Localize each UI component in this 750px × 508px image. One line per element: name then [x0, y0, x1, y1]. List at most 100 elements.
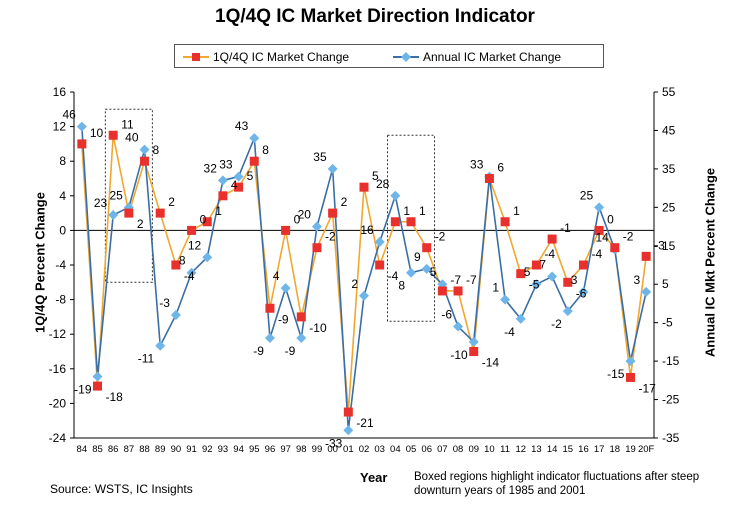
quarterly-data-label: 11 [121, 117, 134, 131]
annual-point [327, 163, 338, 174]
y-left-tick-label: 12 [53, 120, 67, 134]
quarterly-data-label: -4 [591, 247, 602, 261]
quarterly-point [563, 277, 573, 287]
annual-point [562, 306, 573, 317]
quarterly-point [641, 251, 651, 261]
quarterly-point [265, 303, 275, 313]
quarterly-point [406, 217, 416, 227]
annual-data-label: 25 [580, 188, 594, 202]
boxed-regions-note: Boxed regions highlight indicator fluctu… [414, 471, 700, 497]
quarterly-data-label: -2 [435, 230, 446, 244]
x-tick-label: 19 [625, 444, 636, 455]
x-tick-label: 89 [155, 444, 166, 455]
y-left-tick-label: 16 [53, 85, 67, 99]
y-left-tick-label: -16 [49, 362, 67, 376]
x-tick-label: 93 [218, 444, 229, 455]
x-tick-label: 18 [610, 444, 621, 455]
annual-data-label: 5 [430, 265, 437, 279]
x-tick-label: 90 [171, 444, 182, 455]
quarterly-data-label: 2 [168, 195, 175, 209]
quarterly-data-label: 2 [341, 195, 348, 209]
annual-point [139, 144, 150, 155]
annual-data-label: 2 [351, 277, 358, 291]
quarterly-point [422, 243, 432, 253]
quarterly-data-label: 1 [215, 204, 222, 218]
highlight-box [387, 134, 436, 322]
quarterly-point [578, 260, 588, 270]
series-line-annual [81, 126, 647, 431]
y-right-tick-label: 55 [662, 85, 676, 99]
x-tick-label: 13 [531, 444, 542, 455]
x-tick-label: 92 [202, 444, 213, 455]
x-tick-label: 95 [249, 444, 260, 455]
annual-point [296, 333, 307, 344]
annual-point [264, 333, 275, 344]
annual-data-label: 25 [110, 188, 124, 202]
legend-label-quarterly: 1Q/4Q IC Market Change [213, 50, 350, 64]
x-tick-label: 87 [124, 444, 135, 455]
annual-data-label: -10 [450, 348, 468, 362]
annual-data-label: 43 [235, 119, 249, 133]
annual-point [641, 286, 652, 297]
quarterly-point [140, 156, 150, 166]
annual-data-label: 20 [298, 208, 312, 222]
x-tick-label: 97 [280, 444, 291, 455]
x-tick-label: 02 [359, 444, 370, 455]
annual-point [233, 171, 244, 182]
legend-label-annual: Annual IC Market Change [423, 50, 562, 64]
quarterly-point [312, 243, 322, 253]
annual-data-label: 46 [62, 108, 76, 122]
annual-point [500, 294, 511, 305]
quarterly-data-label: -9 [278, 312, 289, 326]
y-left-tick-label: -8 [55, 293, 66, 307]
y-right-tick-label: 45 [662, 123, 676, 137]
quarterly-point [155, 208, 165, 218]
quarterly-data-label: 1 [419, 204, 426, 218]
y-left-tick-label: 8 [59, 154, 66, 168]
quarterly-point [249, 156, 259, 166]
x-tick-label: 85 [92, 444, 103, 455]
quarterly-data-label: 2 [137, 217, 144, 231]
annual-point [170, 309, 181, 320]
quarterly-data-label: -10 [309, 321, 327, 335]
quarterly-point [390, 217, 400, 227]
annual-data-label: 40 [125, 131, 139, 145]
quarterly-point [610, 243, 620, 253]
annual-data-label: -4 [504, 325, 515, 339]
annual-data-label: 35 [313, 150, 327, 164]
quarterly-point [359, 182, 369, 192]
quarterly-data-label: -4 [184, 269, 195, 283]
annual-point [374, 236, 385, 247]
quarterly-data-label: -7 [450, 273, 461, 287]
x-tick-label: 07 [437, 444, 448, 455]
quarterly-point [625, 372, 635, 382]
quarterly-point [516, 269, 526, 279]
annual-point [108, 210, 119, 221]
quarterly-data-label: -5 [529, 278, 540, 292]
legend-swatch-annual [393, 52, 419, 62]
x-tick-label: 88 [139, 444, 150, 455]
x-tick-label: 06 [421, 444, 432, 455]
quarterly-data-label: -14 [482, 356, 500, 370]
x-tick-label: 10 [484, 444, 495, 455]
quarterly-data-label: -3 [654, 238, 665, 252]
annual-point [594, 202, 605, 213]
quarterly-point [547, 234, 557, 244]
annual-point [186, 267, 197, 278]
quarterly-data-label: 5 [372, 169, 379, 183]
annual-data-label: 8 [179, 254, 186, 268]
quarterly-data-label: 5 [247, 169, 254, 183]
annual-data-label: 32 [204, 161, 218, 175]
annual-data-label: 16 [360, 223, 374, 237]
quarterly-data-label: -21 [356, 416, 374, 430]
annual-point [547, 271, 558, 282]
quarterly-point [594, 225, 604, 235]
quarterly-data-label: 0 [294, 212, 301, 226]
annual-point [468, 336, 479, 347]
annual-point [202, 252, 213, 263]
y-left-tick-label: -12 [49, 327, 67, 341]
x-tick-label: 98 [296, 444, 307, 455]
source-note: Source: WSTS, IC Insights [50, 482, 193, 496]
annual-point [406, 267, 417, 278]
